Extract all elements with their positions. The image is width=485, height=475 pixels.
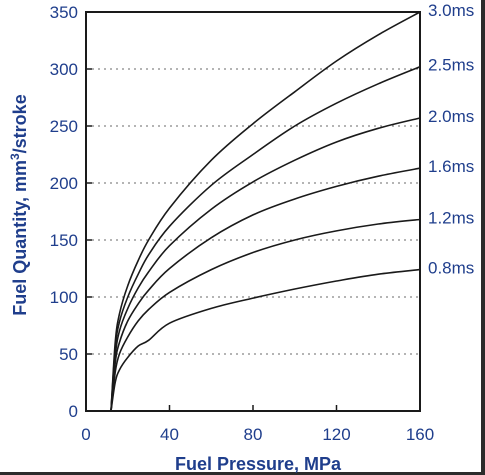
y-tick-label-300: 300 [50,60,78,79]
series-label-1.6ms: 1.6ms [428,157,474,176]
x-tick-label-40: 40 [160,425,179,444]
x-tick-label-120: 120 [322,425,350,444]
y-tick-label-50: 50 [59,345,78,364]
series-label-1.2ms: 1.2ms [428,208,474,227]
x-tick-label-0: 0 [81,425,90,444]
y-tick-label-350: 350 [50,3,78,22]
x-axis-ticks: 0 40 80 120 160 [81,405,434,444]
y-tick-label-0: 0 [69,402,78,421]
series-line-2.0ms [110,117,421,412]
series-line-2.5ms [110,65,421,412]
y-tick-label-200: 200 [50,174,78,193]
series-line-1.2ms [110,218,421,412]
y-axis-ticks: 0 50 100 150 200 250 300 350 [50,3,92,421]
y-axis-title-prefix: Fuel Quantity, mm [10,160,30,316]
y-axis-title-suffix: /stroke [10,94,30,153]
series-line-0.8ms [110,268,421,412]
series-label-2.0ms: 2.0ms [428,107,474,126]
y-tick-label-250: 250 [50,117,78,136]
y-tick-label-150: 150 [50,231,78,250]
series-labels: 3.0ms 2.5ms 2.0ms 1.6ms 1.2ms 0.8ms [428,1,474,278]
grid-lines [86,68,420,355]
plot-border [85,11,421,412]
y-axis-title: Fuel Quantity, mm3/stroke [8,94,30,315]
series-label-0.8ms: 0.8ms [428,259,474,278]
x-tick-label-160: 160 [406,425,434,444]
series-label-3.0ms: 3.0ms [428,1,474,20]
x-axis-title: Fuel Pressure, MPa [175,454,342,474]
series-line-1.6ms [110,167,421,412]
x-tick-label-80: 80 [244,425,263,444]
y-tick-label-100: 100 [50,288,78,307]
series-label-2.5ms: 2.5ms [428,56,474,75]
series-line-3.0ms [110,11,421,412]
y-axis-title-sup: 3 [8,153,22,160]
series-lines [110,11,421,412]
